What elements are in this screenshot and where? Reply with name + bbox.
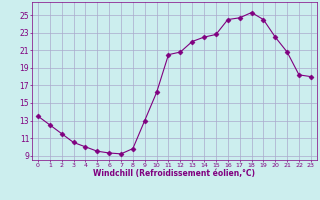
X-axis label: Windchill (Refroidissement éolien,°C): Windchill (Refroidissement éolien,°C)	[93, 169, 255, 178]
